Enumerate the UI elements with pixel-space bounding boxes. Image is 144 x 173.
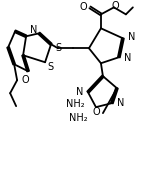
Text: NH₂: NH₂ bbox=[66, 99, 85, 109]
Text: S: S bbox=[47, 62, 53, 72]
Text: S: S bbox=[55, 43, 61, 53]
Text: N: N bbox=[128, 32, 135, 42]
Text: O: O bbox=[111, 1, 119, 11]
Text: N: N bbox=[30, 25, 37, 35]
Text: N: N bbox=[117, 98, 124, 108]
Text: N: N bbox=[124, 53, 131, 63]
Text: O: O bbox=[21, 75, 29, 85]
Text: O: O bbox=[92, 107, 100, 117]
Text: NH₂: NH₂ bbox=[69, 113, 88, 123]
Text: N: N bbox=[76, 87, 83, 97]
Text: O: O bbox=[79, 2, 87, 12]
